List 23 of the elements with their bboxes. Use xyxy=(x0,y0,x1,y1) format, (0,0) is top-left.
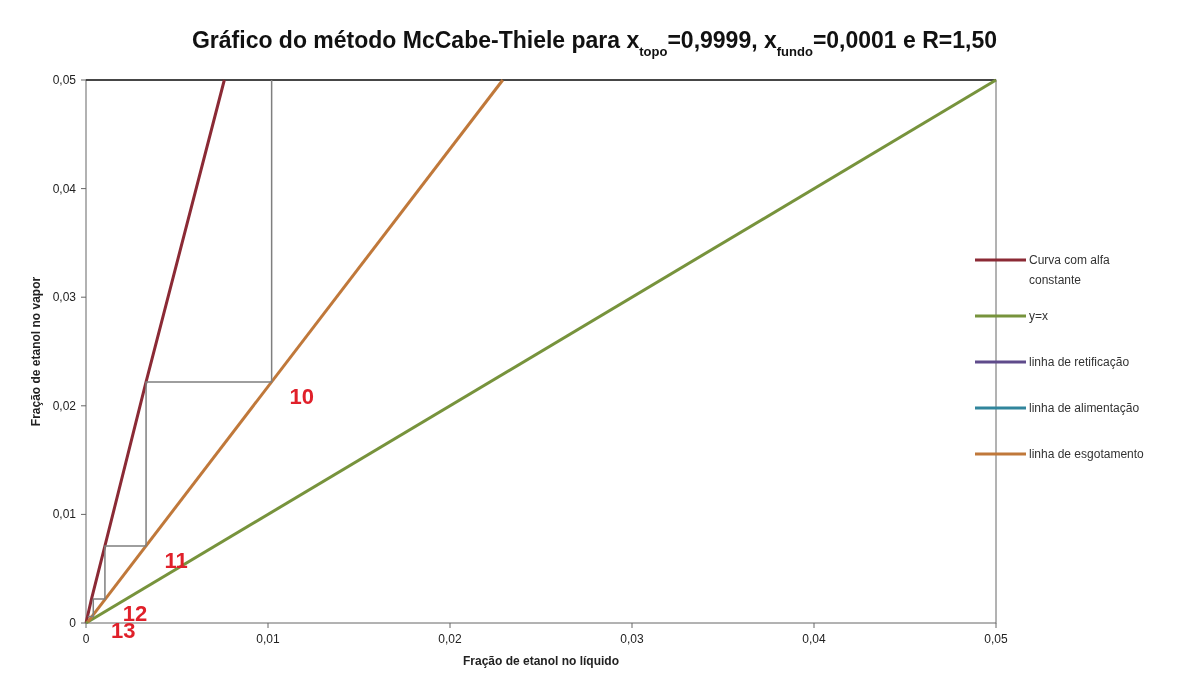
annotation: 10 xyxy=(289,383,314,409)
chart-title: Gráfico do método McCabe-Thiele para x$_{topo}$=0,9999, x$_{fundo}$=0,0001 e R=1,50 xyxy=(191,27,998,59)
y-tick-label: 0,01 xyxy=(52,507,77,522)
y-tick-label: 0,05 xyxy=(52,73,77,87)
x-tick-label: 0,04 xyxy=(802,632,826,646)
y-tick-label: 0,03 xyxy=(52,290,77,305)
legend-label: linha de alimentação xyxy=(1029,401,1140,415)
x-tick-label: 0,02 xyxy=(438,632,462,646)
x-tick-label: 0,01 xyxy=(256,632,280,646)
y-tick-label: 0,04 xyxy=(52,181,77,196)
legend-label: y=x xyxy=(1029,309,1049,323)
legend-label: linha de retificação xyxy=(1029,355,1130,369)
y-axis-title: Fração de etanol no vapor xyxy=(29,276,43,427)
x-tick-label: 0,05 xyxy=(984,632,1008,646)
y-tick-label: 0 xyxy=(69,616,77,630)
y-tick-label: 0,02 xyxy=(52,398,77,413)
legend-label: linha de esgotamento xyxy=(1029,447,1145,461)
line-series xyxy=(84,78,226,625)
x-tick-label: 0 xyxy=(82,632,90,646)
x-tick-label: 0,03 xyxy=(620,632,644,646)
legend-label: Curva com alfa constante xyxy=(1029,253,1111,287)
x-axis-title: Fração de etanol no líquido xyxy=(462,654,620,668)
annotation: 11 xyxy=(164,547,188,573)
